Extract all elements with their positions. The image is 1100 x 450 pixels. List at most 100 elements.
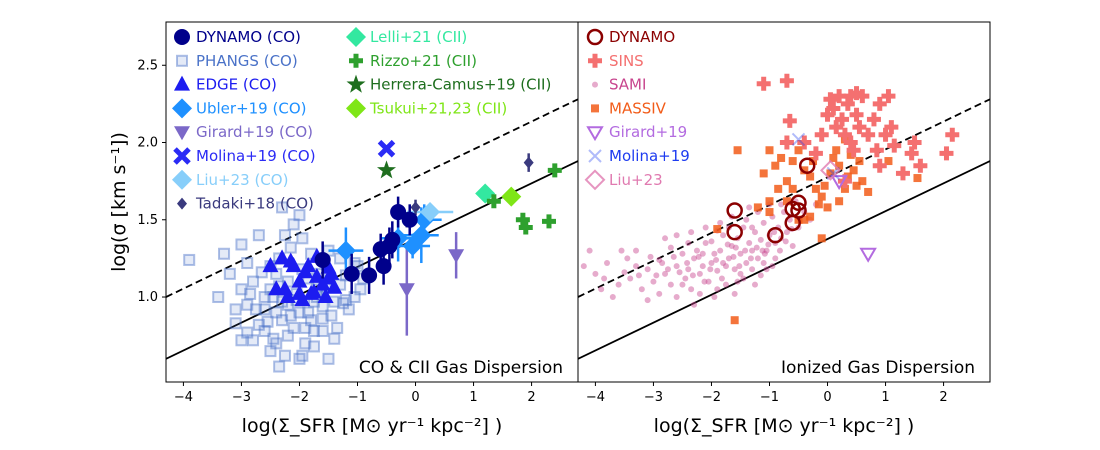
- left-legend-entry-tsukui-21-23-cii: Tsukui+21,23 (CII): [346, 98, 507, 118]
- panel-right: −4 −3 −2 −1 0 1 2 DYNAMO SINS SAMI MASSIV Girard+1…: [578, 22, 990, 405]
- sami-point: [604, 260, 610, 266]
- dynamo-co-point: [361, 267, 377, 283]
- dynamo-co-point: [344, 266, 360, 282]
- sami-point: [714, 268, 720, 274]
- massiv-point: [713, 225, 721, 233]
- sami-point: [711, 294, 717, 300]
- sami-point: [697, 291, 703, 297]
- sami-point: [761, 220, 767, 226]
- phangs-co-point: [329, 334, 339, 344]
- massiv-point: [777, 154, 785, 162]
- phangs-co-point: [225, 269, 235, 279]
- panel-left: −4 −3 −2 −1 0 1 2 1.0 1.5 2.0 2.5 DYNAMO (CO) PHANG…: [137, 22, 578, 405]
- left-x-tick-label: −3: [232, 390, 251, 405]
- left-legend-label: Molina+19 (CO): [196, 147, 316, 165]
- massiv-point: [855, 157, 863, 165]
- sami-point: [592, 271, 598, 277]
- left-panel-title: CO & CII Gas Dispersion: [359, 358, 563, 378]
- sami-point: [645, 297, 651, 303]
- sami-point: [754, 245, 760, 251]
- massiv-point: [789, 157, 797, 165]
- phangs-co-point: [309, 341, 319, 351]
- phangs-co-point: [303, 307, 313, 317]
- sami-point: [764, 266, 770, 272]
- sami-point: [758, 272, 764, 278]
- phangs-co-point: [280, 230, 290, 240]
- massiv-point: [765, 197, 773, 205]
- phangs-co-point: [286, 311, 296, 321]
- massiv-point: [731, 316, 739, 324]
- sami-point: [688, 229, 694, 235]
- sami-point: [752, 282, 758, 288]
- sami-point: [659, 260, 665, 266]
- sami-point: [714, 286, 720, 292]
- right-x-tick-label: −1: [760, 390, 779, 405]
- sami-point: [639, 286, 645, 292]
- sami-point: [688, 286, 694, 292]
- sami-point: [719, 275, 725, 281]
- right-legend-label: Molina+19: [609, 147, 690, 165]
- sami-point: [740, 275, 746, 281]
- left-legend-label: Girard+19 (CO): [196, 123, 313, 141]
- sami-point: [723, 282, 729, 288]
- sami-point: [700, 251, 706, 257]
- massiv-point: [832, 146, 840, 154]
- right-x-tick-label: 0: [823, 390, 831, 405]
- sami-point: [762, 251, 768, 257]
- left-x-axis-label: log(Σ_SFR [M⊙ yr⁻¹ kpc⁻²] ): [242, 415, 503, 437]
- sami-point: [633, 248, 639, 254]
- sami-point: [772, 255, 778, 261]
- sami-point: [758, 237, 764, 243]
- sami-point: [668, 282, 674, 288]
- sami-point: [685, 266, 691, 272]
- phangs-co-point: [355, 284, 365, 294]
- sami-point: [624, 255, 630, 261]
- sami-point: [755, 255, 761, 261]
- right-legend-entry-sins: SINS: [588, 52, 644, 70]
- sami-point: [671, 254, 677, 260]
- sami-point: [677, 269, 683, 275]
- phangs-co-point: [184, 255, 194, 265]
- sami-point: [650, 279, 656, 285]
- sami-point: [668, 245, 674, 251]
- sami-point: [621, 269, 627, 275]
- right-x-axis-label: log(Σ_SFR [M⊙ yr⁻¹ kpc⁻²] ): [654, 415, 915, 437]
- right-legend-label: DYNAMO: [609, 28, 675, 46]
- left-legend-label: Ubler+19 (CO): [196, 99, 306, 117]
- sami-point: [743, 217, 749, 223]
- phangs-co-point: [242, 258, 252, 268]
- sami-point: [748, 255, 754, 261]
- sami-point: [619, 248, 625, 254]
- sami-point: [616, 282, 622, 288]
- figure: −4 −3 −2 −1 0 1 21.01.52.02.5 DYNAMO (CO)PHANG…: [0, 0, 1100, 450]
- dynamo-co-point: [402, 212, 418, 228]
- right-legend-label: SINS: [609, 52, 644, 70]
- sami-point: [736, 263, 742, 269]
- right-legend-label: MASSIV: [609, 99, 667, 117]
- phangs-co-point: [268, 334, 278, 344]
- sami-point: [703, 240, 709, 246]
- massiv-point: [765, 146, 773, 154]
- massiv-point: [765, 208, 773, 216]
- sami-point: [702, 279, 708, 285]
- sami-point: [708, 238, 714, 244]
- sami-point: [697, 271, 703, 277]
- sami-point: [743, 260, 749, 266]
- right-x-tick-label: 1: [881, 390, 889, 405]
- dynamo-co-point: [384, 232, 400, 248]
- phangs-co-point: [231, 304, 241, 314]
- right-x-tick-label: −3: [644, 390, 663, 405]
- massiv-point: [864, 188, 872, 196]
- left-x-tick-label: −2: [290, 390, 309, 405]
- phangs-co-point: [297, 233, 307, 243]
- left-legend-label: Herrera-Camus+19 (CII): [370, 76, 551, 94]
- left-x-tick-label: −4: [174, 390, 193, 405]
- phangs-co-point: [231, 318, 241, 328]
- left-legend-marker-phangs-co: [177, 56, 187, 66]
- sami-point: [735, 279, 741, 285]
- right-x-tick-label: −2: [702, 390, 721, 405]
- sami-point: [653, 272, 659, 278]
- left-legend-label: Tadaki+18 (CO): [195, 195, 314, 213]
- phangs-co-point: [323, 354, 333, 364]
- massiv-point: [754, 203, 762, 211]
